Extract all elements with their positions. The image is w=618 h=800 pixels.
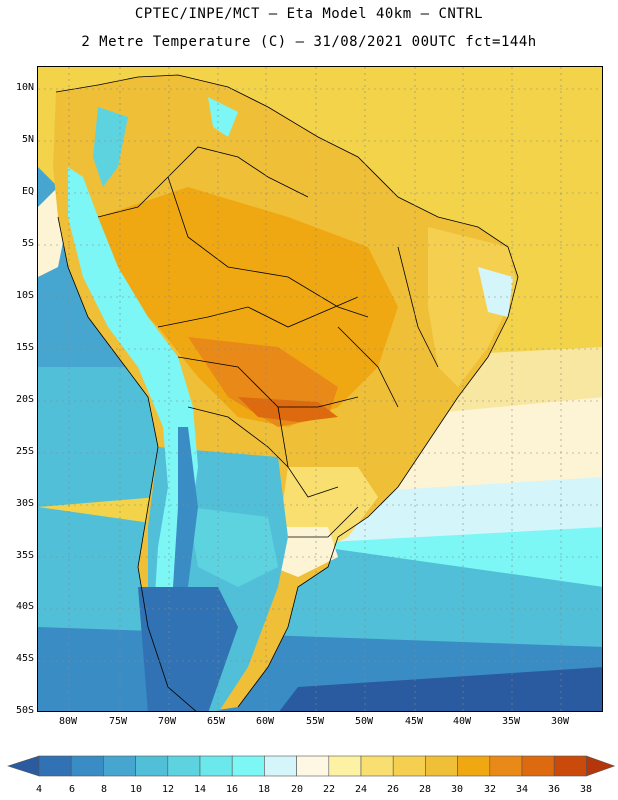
scale-label: 34	[515, 784, 529, 795]
lat-label-35s: 35S	[15, 550, 34, 561]
scale-label: 30	[450, 784, 464, 795]
scale-label: 14	[193, 784, 207, 795]
scale-label: 4	[35, 784, 43, 795]
scale-swatch	[457, 755, 491, 777]
scale-swatch	[296, 755, 330, 777]
lon-label-70w: 70W	[157, 716, 177, 727]
scale-swatch	[199, 755, 233, 777]
scale-swatch	[231, 755, 265, 777]
color-scale-bar	[7, 755, 616, 777]
scale-swatch	[328, 755, 362, 777]
lon-label-60w: 60W	[255, 716, 275, 727]
map-title-line1: CPTEC/INPE/MCT – Eta Model 40km – CNTRL	[134, 6, 484, 22]
scale-label: 10	[129, 784, 143, 795]
lon-label-65w: 65W	[206, 716, 226, 727]
scale-label: 28	[418, 784, 432, 795]
lon-label-75w: 75W	[108, 716, 128, 727]
colombia-andes-cold	[93, 107, 128, 187]
lon-label-40w: 40W	[452, 716, 472, 727]
deep-cold-band	[279, 667, 602, 711]
uruguay-mild	[273, 527, 338, 577]
lat-label-25s: 25S	[15, 446, 34, 457]
scale-swatch	[360, 755, 394, 777]
lon-label-55w: 55W	[305, 716, 325, 727]
scale-label: 36	[547, 784, 561, 795]
lat-label-30s: 30S	[15, 498, 34, 509]
lat-label-50s: 50S	[15, 705, 34, 716]
lat-lon-grid	[38, 67, 602, 711]
scale-swatch	[103, 755, 136, 777]
scale-swatch	[425, 755, 458, 777]
lon-label-50w: 50W	[354, 716, 374, 727]
scale-swatch	[38, 755, 72, 777]
scale-label: 24	[354, 784, 368, 795]
scale-label: 18	[257, 784, 271, 795]
scale-label: 8	[100, 784, 108, 795]
lon-label-35w: 35W	[501, 716, 521, 727]
lat-label-5n: 5N	[21, 134, 34, 145]
scale-swatch	[167, 755, 201, 777]
scale-label: 16	[225, 784, 239, 795]
scale-swatch	[553, 755, 587, 777]
lon-label-45w: 45W	[404, 716, 424, 727]
lat-label-10n: 10N	[15, 82, 34, 93]
scale-swatch	[489, 755, 523, 777]
lon-label-30w: 30W	[550, 716, 570, 727]
lat-label-eq: EQ	[21, 186, 34, 197]
hottest-core	[238, 397, 338, 422]
scale-label: 26	[386, 784, 400, 795]
northeast-warm	[428, 227, 518, 387]
patagonia-cold	[138, 587, 238, 711]
northeast-coast-cool	[478, 267, 513, 317]
venezuela-andes-cold	[208, 97, 238, 137]
scale-swatch	[521, 755, 555, 777]
scale-label: 20	[290, 784, 304, 795]
pacific-cool-waters-2	[38, 367, 168, 507]
lon-label-80w: 80W	[58, 716, 78, 727]
scale-swatch	[70, 755, 104, 777]
scale-swatch	[264, 755, 297, 777]
scale-label: 32	[483, 784, 497, 795]
lat-label-10s: 10S	[15, 290, 34, 301]
scale-label: 22	[322, 784, 336, 795]
lat-label-15s: 15S	[15, 342, 34, 353]
scale-swatch	[392, 755, 426, 777]
andes-cold-spine	[68, 167, 198, 711]
lat-label-40s: 40S	[15, 601, 34, 612]
lat-label-45s: 45S	[15, 653, 34, 664]
scale-arrow-low	[7, 755, 40, 777]
temperature-map	[37, 66, 603, 712]
argentina-central	[188, 507, 278, 587]
lat-label-20s: 20S	[15, 394, 34, 405]
scale-label: 12	[161, 784, 175, 795]
temperature-field	[38, 67, 602, 711]
scale-label: 6	[68, 784, 76, 795]
scale-label: 38	[579, 784, 593, 795]
map-title-line2: 2 Metre Temperature (C) – 31/08/2021 00U…	[81, 34, 537, 50]
lat-label-5s: 5S	[21, 238, 34, 249]
scale-arrow-high	[586, 755, 616, 777]
scale-swatch	[135, 755, 169, 777]
